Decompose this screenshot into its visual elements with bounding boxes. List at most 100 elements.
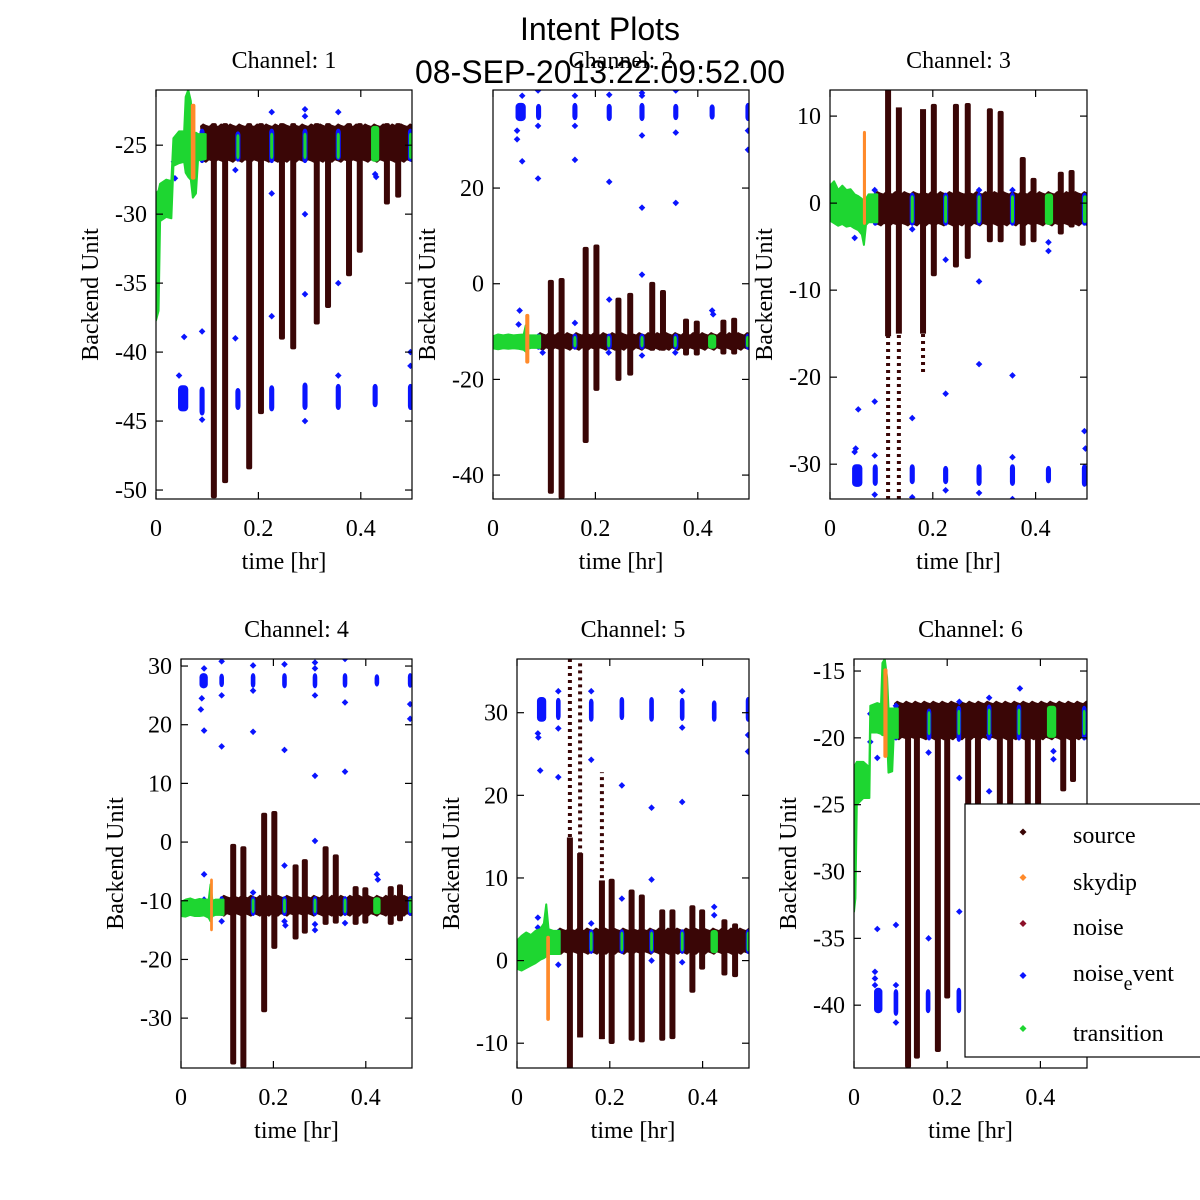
legend-label-noise-event-subscript: e xyxy=(1124,973,1133,995)
noise-event-point xyxy=(672,129,680,136)
source-spike xyxy=(934,703,941,1052)
noise-event-point xyxy=(871,968,879,976)
noise-event-point xyxy=(956,908,963,915)
transition-cluster xyxy=(313,898,317,914)
noise-event-point xyxy=(1050,755,1057,763)
source-spike xyxy=(997,110,1004,243)
transition-cluster xyxy=(710,930,718,954)
legend-marker-skydip xyxy=(1019,874,1027,881)
source-spike xyxy=(952,103,959,268)
noise-event-cluster xyxy=(235,387,241,411)
x-tick-label: 0.2 xyxy=(932,1085,962,1111)
noise-event-point xyxy=(534,914,542,921)
noise-event-cluster xyxy=(312,673,318,689)
noise-event-point xyxy=(851,448,858,456)
source-spike xyxy=(325,123,332,308)
noise-event-cluster xyxy=(1009,464,1016,486)
noise-event-point xyxy=(678,724,686,731)
noise-event-cluster xyxy=(639,102,645,122)
noise-event-point xyxy=(534,90,542,94)
source-spike xyxy=(669,909,676,1040)
y-tick-label: 20 xyxy=(460,176,484,202)
plot-frame xyxy=(516,658,750,1069)
legend-item-noise: noise xyxy=(1019,915,1124,941)
noise-event-point xyxy=(1009,453,1016,461)
legend-label-noise-event-part1: noise xyxy=(1073,961,1124,987)
noise-event-point xyxy=(587,920,595,927)
transition-cluster xyxy=(910,195,914,224)
plot-frame xyxy=(180,658,413,1069)
skydip-trace xyxy=(525,313,530,364)
noise-event-point xyxy=(513,127,521,134)
source-spike xyxy=(582,246,589,444)
legend-label-transition: transition xyxy=(1073,1021,1164,1047)
x-tick-label: 0.4 xyxy=(688,1085,718,1111)
noise-event-cluster xyxy=(536,103,542,121)
noise-event-point xyxy=(874,754,881,762)
noise-event-point xyxy=(956,698,963,706)
x-tick-label: 0 xyxy=(175,1085,187,1111)
noise-event-point xyxy=(605,91,613,99)
x-tick-label: 0.2 xyxy=(580,516,610,542)
noise-event-point xyxy=(554,687,562,695)
x-tick-label: 0.2 xyxy=(918,516,948,542)
noise-event-point xyxy=(871,981,879,989)
y-axis-label: Backend Unit xyxy=(78,228,104,361)
noise-event-cluster xyxy=(282,673,287,689)
x-axis-label: time [hr] xyxy=(928,1118,1013,1144)
noise-event-point xyxy=(871,491,879,498)
legend-item-transition: transition xyxy=(1019,1021,1164,1047)
source-spike xyxy=(313,123,320,325)
source-spike xyxy=(240,846,247,1068)
legend-label-noise-event-part2: vent xyxy=(1133,961,1175,987)
transition-cluster xyxy=(650,931,653,952)
noise-event-point xyxy=(925,935,932,942)
noise-event-point xyxy=(744,146,749,154)
noise-event-point xyxy=(892,1019,900,1026)
noise-event-point xyxy=(175,372,183,379)
source-spike xyxy=(362,887,369,924)
y-tick-label: 10 xyxy=(148,771,172,797)
noise-event-point xyxy=(942,256,949,263)
transition-cluster xyxy=(573,335,577,348)
source-spike xyxy=(593,244,600,391)
source-band xyxy=(220,894,412,917)
noise-event-point xyxy=(281,660,288,668)
transition-cluster xyxy=(373,897,381,915)
source-spike xyxy=(332,854,339,924)
noise-event-cluster xyxy=(515,102,526,122)
noise-event-point xyxy=(671,349,679,356)
transition-cluster xyxy=(589,931,593,952)
noise-event-point xyxy=(571,122,579,130)
noise-event-cluster xyxy=(872,464,878,486)
noise-event-point xyxy=(301,210,309,218)
source-spike xyxy=(944,703,951,999)
noise-event-cluster xyxy=(679,697,685,721)
y-tick-label: -40 xyxy=(115,340,147,366)
source-spike xyxy=(913,703,920,1059)
source-spike xyxy=(1030,177,1037,243)
noise-event-point xyxy=(678,687,686,695)
source-spike xyxy=(720,319,727,355)
source-spike xyxy=(608,878,615,1045)
y-tick-label: -40 xyxy=(813,993,845,1019)
x-tick-label: 0.2 xyxy=(258,1085,288,1111)
source-spike xyxy=(547,279,554,494)
noise-event-point xyxy=(975,489,983,497)
noise-event-cluster xyxy=(606,103,612,122)
transition-cluster xyxy=(1044,193,1054,225)
source-spike xyxy=(257,123,264,415)
transition-cluster xyxy=(371,125,380,162)
noise-event-cluster xyxy=(335,383,341,411)
y-tick-label: 10 xyxy=(797,104,821,130)
noise-event-cluster xyxy=(1081,464,1087,487)
source-spike xyxy=(222,123,229,484)
source-spike xyxy=(689,905,696,993)
noise-event-point xyxy=(571,319,579,327)
noise-event-point xyxy=(605,178,613,186)
noise-event-cluster xyxy=(909,464,915,485)
noise-event-point xyxy=(871,398,879,405)
source-spike xyxy=(352,886,359,925)
legend-marker-transition xyxy=(1019,1025,1027,1032)
noise-event-point xyxy=(301,112,309,120)
